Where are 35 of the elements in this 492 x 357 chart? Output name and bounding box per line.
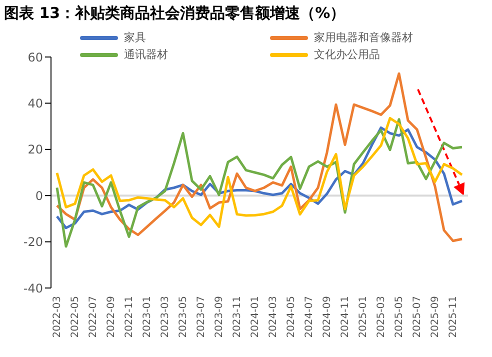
legend-label: 家用电器和音像器材: [314, 30, 413, 45]
x-tick-label: 2025-05: [394, 296, 406, 338]
y-tick-label: -40: [23, 281, 43, 296]
x-tick-label: 2022-05: [70, 296, 82, 338]
x-tick-label: 2023-03: [160, 296, 172, 338]
x-tick-label: 2024-11: [340, 296, 352, 338]
legend-label: 文化办公用品: [314, 47, 380, 62]
x-tick-label: 2024-05: [286, 296, 298, 338]
x-tick-label: 2022-07: [88, 296, 100, 338]
x-tick-label: 2025-09: [430, 296, 442, 338]
x-tick-label: 2022-09: [106, 296, 118, 338]
x-tick-label: 2023-05: [178, 296, 190, 338]
x-tick-label: 2025-11: [448, 296, 460, 338]
legend-label: 通讯器材: [124, 47, 168, 62]
chart-title: 图表 13：补贴类商品社会消费品零售额增速（%）: [3, 3, 346, 24]
x-tick-label: 2025-03: [376, 296, 388, 338]
y-tick-label: 60: [28, 50, 43, 64]
x-tick-label: 2023-09: [214, 296, 226, 338]
y-tick-label: -20: [23, 235, 43, 250]
x-tick-label: 2024-07: [304, 296, 316, 338]
y-tick-label: 40: [28, 96, 43, 110]
x-tick-label: 2022-03: [52, 296, 64, 338]
x-tick-label: 2023-07: [196, 296, 208, 338]
x-tick-label: 2022-11: [124, 296, 136, 338]
x-tick-label: 2025-07: [412, 296, 424, 338]
legend-label: 家具: [124, 30, 146, 45]
x-tick-label: 2024-03: [268, 296, 280, 338]
x-tick-label: 2025-01: [358, 296, 370, 338]
line-series: [56, 118, 464, 248]
x-tick-label: 2023-11: [232, 296, 244, 338]
x-tick-label: 2023-01: [142, 296, 154, 338]
x-tick-label: 2024-01: [250, 296, 262, 338]
y-tick-label: 0: [35, 188, 43, 203]
x-tick-label: 2024-09: [322, 296, 334, 338]
y-tick-label: 20: [28, 142, 43, 157]
